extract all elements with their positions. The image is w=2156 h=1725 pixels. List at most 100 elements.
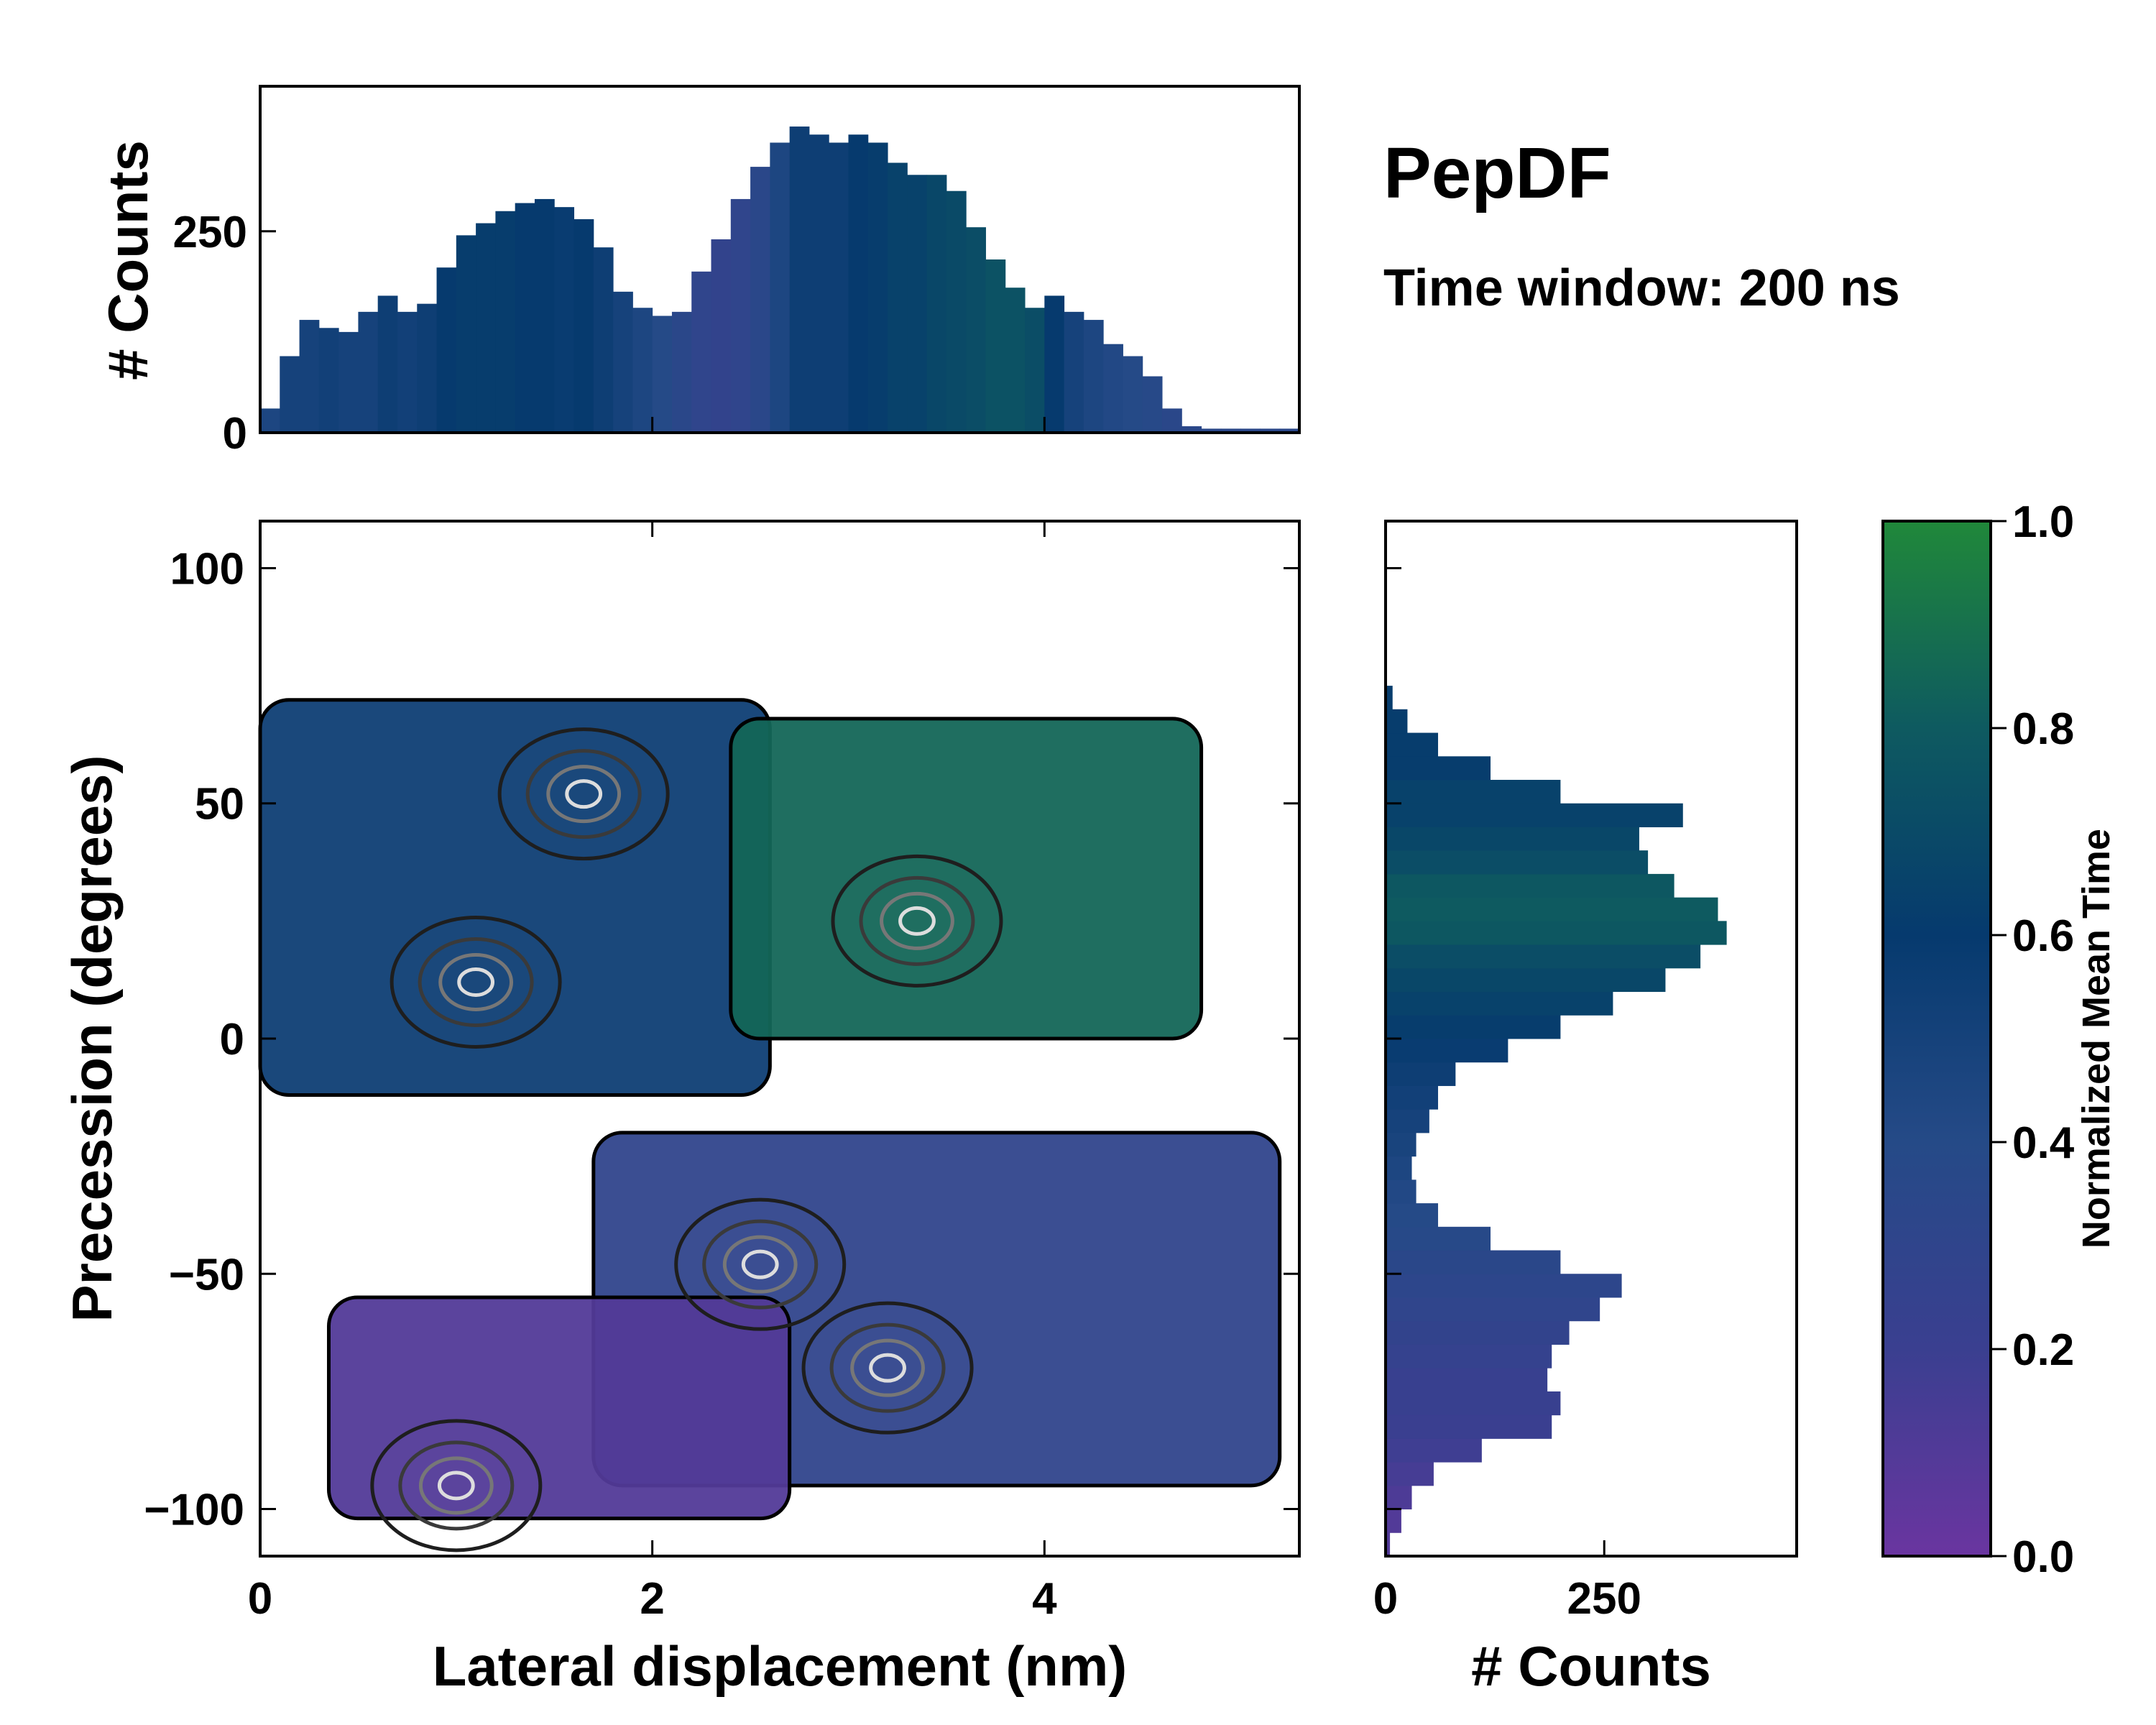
density-contour [869,1353,906,1383]
heatmap-ytick-label: 100 [170,544,244,594]
right-bar [1386,1226,1491,1251]
right-bar [1386,921,1727,945]
top-bar [808,134,829,433]
top-bar [691,271,712,433]
top-bar [1279,428,1300,433]
right-bar [1386,1391,1561,1416]
top-bar [476,223,496,433]
right-bar [1386,780,1561,804]
top-bar [358,311,379,433]
top-bar [573,218,594,433]
right-bar [1386,1179,1416,1204]
top-bar [1044,295,1065,433]
top-bar [495,211,516,433]
density-contour [438,952,514,1011]
top-bar [867,142,888,433]
right-histogram-ticks: 0 250 [1373,566,1641,1624]
right-bar [1386,897,1718,921]
right-bar [1386,1320,1570,1345]
top-bar [632,308,653,433]
right-bar [1386,1250,1561,1274]
right-bar [1386,1532,1391,1557]
heatmap-cells [258,698,1282,1521]
colorbar-ticks: 0.0 0.2 0.4 0.6 0.8 1.0 [1991,497,2075,1582]
right-bar [1386,873,1674,898]
density-contour [418,937,534,1027]
top-bar [1083,320,1104,433]
right-bar [1386,1344,1552,1368]
heatmap-ticks: 0 2 4 −100 −50 0 50 100 [144,521,1299,1624]
top-histogram-bars [260,126,1300,433]
density-contour [741,1249,779,1279]
heatmap-region [730,718,1202,1039]
right-bar [1386,1368,1548,1392]
colorbar-tick-label: 0.8 [2012,704,2074,754]
right-bar [1386,991,1613,1016]
heatmap-region-outline [326,1295,792,1521]
right-bar [1386,1438,1482,1463]
right-bar [1386,850,1649,875]
density-contour [898,906,936,936]
right-bar [1386,1039,1508,1063]
top-bar [1181,426,1202,433]
top-bar [730,198,751,433]
colorbar-tick-label: 1.0 [2012,497,2074,547]
density-contour [497,727,670,861]
top-bar [1064,311,1084,433]
top-bar [515,203,535,433]
density-contour [880,891,954,950]
right-bar [1386,1203,1439,1228]
right-histogram: 0 250 # Counts [1373,520,1798,1698]
top-bar [946,190,967,433]
right-bar [1386,1062,1456,1086]
top-histogram-frame [259,85,1301,434]
heatmap-xtick-label: 4 [1032,1574,1057,1624]
density-contour [674,1197,847,1331]
right-bar [1386,1414,1552,1439]
density-contour [546,765,622,824]
top-bar [593,247,614,433]
right-bar [1386,1085,1439,1110]
top-bar [1123,356,1143,433]
colorbar-gradient [1883,521,1991,1556]
right-bar [1386,1132,1416,1157]
right-bar [1386,967,1666,993]
top-histogram: 0 250 # Counts [96,85,1301,459]
right-bar [1386,944,1701,969]
top-bar [789,126,810,433]
heatmap-region [260,699,770,1095]
right-bar [1386,756,1491,781]
top-bar [613,291,633,433]
top-ytick-label: 0 [223,409,247,459]
right-bar [1386,709,1408,734]
figure-subtitle: Time window: 200 ns [1383,259,1900,317]
heatmap-xlabel: Lateral displacement (nm) [433,1634,1128,1698]
top-bar [318,328,339,433]
top-ytick-label: 250 [173,208,247,257]
right-xtick-label: 0 [1373,1574,1398,1624]
top-bar [770,142,791,433]
top-bar [1103,344,1123,433]
right-bar [1386,1297,1600,1322]
density-contour [801,1301,974,1435]
right-bar [1386,1109,1429,1133]
top-bar [554,207,575,433]
density-contour [702,1219,819,1310]
density-contour [565,779,603,809]
density-contour [831,854,1003,988]
top-bar [280,356,300,433]
top-bar [397,311,418,433]
top-bar [1025,308,1045,433]
top-bar [888,162,908,433]
top-bar [985,259,1006,433]
top-bar [299,320,320,433]
density-contour [829,1322,946,1413]
top-bar [260,408,280,433]
main-heatmap: 0 2 4 −100 −50 0 50 100 Lateral displacement (n… [60,520,1301,1698]
top-bar [1005,288,1026,433]
top-bar [377,295,398,433]
top-bar [926,175,947,433]
top-bar [1201,428,1222,433]
right-bar [1386,803,1683,827]
